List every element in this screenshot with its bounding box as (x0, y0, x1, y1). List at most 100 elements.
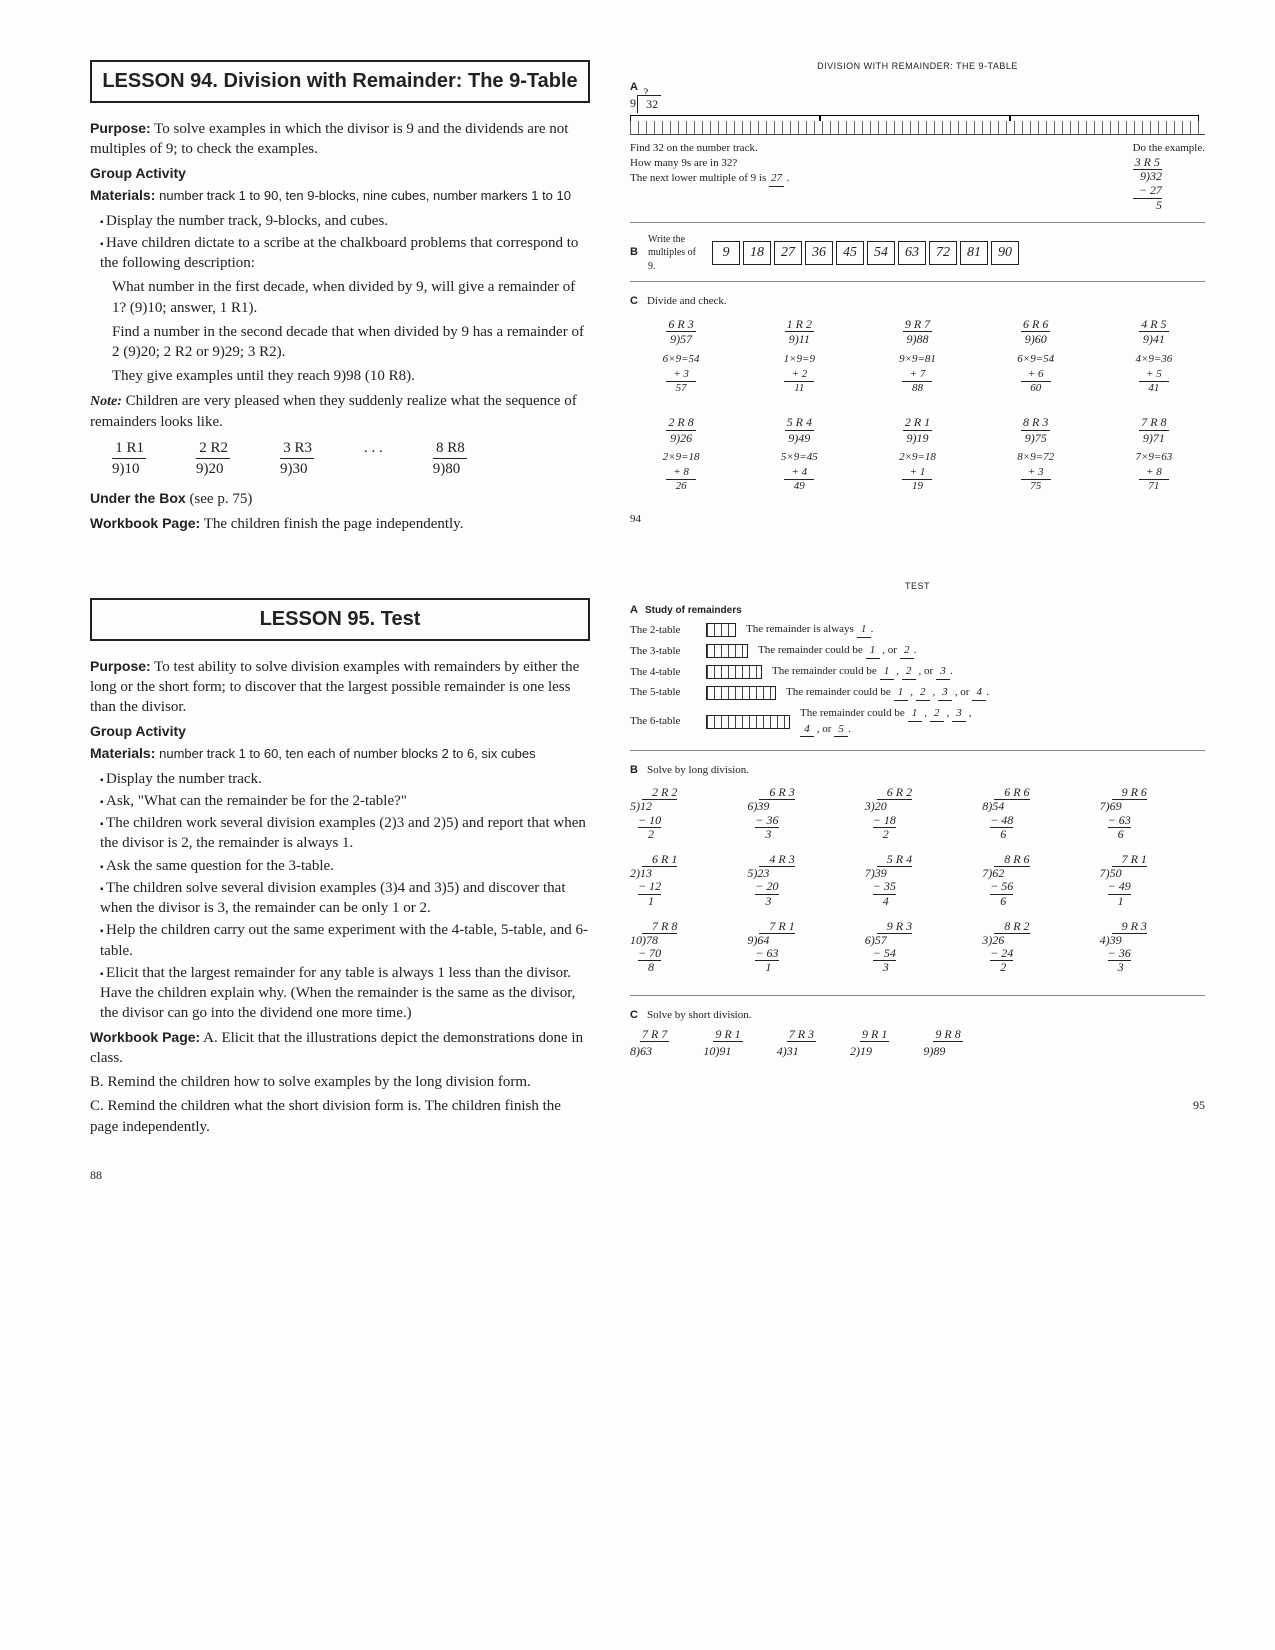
wb95-pagenum: 95 (630, 1097, 1205, 1113)
l95-b5: The children solve several division exam… (100, 878, 590, 919)
study-rows: The 2-tableThe remainder is always 1. The… (630, 622, 1205, 737)
l94-q2: Find a number in the second decade that … (112, 322, 590, 363)
page-num-left: 88 (90, 1167, 590, 1183)
mult-box: 18 (743, 241, 771, 265)
mult-box: 90 (991, 241, 1019, 265)
div-check-cell: 6 R 3 9)57 6×9=54 + 3 57 (630, 317, 732, 395)
wb94-C: C Divide and check. 6 R 3 9)57 6×9=54 + … (630, 292, 1205, 502)
div-check-cell: 1 R 2 9)11 1×9=9 + 2 11 (748, 317, 850, 395)
div-check-cell: 6 R 6 9)60 6×9=54 + 6 60 (985, 317, 1087, 395)
long-div-cell: 6 R 6 8)54 − 48 6 (982, 786, 1087, 841)
div-check-cell: 5 R 4 9)49 5×9=45 + 4 49 (748, 415, 850, 493)
wb94-find: Find 32 on the number track. (630, 141, 790, 156)
lesson94-purpose: Purpose: To solve examples in which the … (90, 119, 590, 160)
wb94-do: Do the example. (1133, 141, 1205, 156)
group-activity-95: Group Activity (90, 722, 590, 741)
wb94-example: 3 R 5 9)32 − 27 5 (1133, 156, 1162, 212)
long-div-cell: 5 R 4 7)39 − 35 4 (865, 853, 970, 908)
l95-b1: Display the number track. (100, 769, 590, 789)
seq-item: 3 R39)30 (280, 438, 314, 480)
mult-box: 63 (898, 241, 926, 265)
wb94-C-label: Divide and check. (647, 295, 727, 307)
l95-b2: Ask, "What can the remainder be for the … (100, 791, 590, 811)
lesson95-bullets: Display the number track. Ask, "What can… (100, 769, 590, 1024)
long-div-cell: 6 R 2 3)20 − 18 2 (865, 786, 970, 841)
left-column: LESSON 94. Division with Remainder: The … (90, 60, 590, 1183)
study-row: The 4-tableThe remainder could be 1 , 2 … (630, 664, 1205, 680)
l95-b7: Elicit that the largest remainder for an… (100, 963, 590, 1024)
mult-box: 9 (712, 241, 740, 265)
wb94-A-prob: 9?32 (630, 95, 661, 113)
multiple-boxes: 9182736455463728190 (712, 241, 1019, 265)
wb94-C-grid2: 2 R 8 9)26 2×9=18 + 8 26 5 R 4 9)49 5×9=… (630, 415, 1205, 493)
number-track (630, 121, 1205, 135)
wb94-B: B Write the multiples of 9. 918273645546… (630, 233, 1205, 283)
short-div-cell: 7 R 78)63 (630, 1026, 669, 1058)
l95-b4: Ask the same question for the 3-table. (100, 856, 590, 876)
long-div-cell: 9 R 3 4)39 − 36 3 (1100, 920, 1205, 975)
long-div-cell: 6 R 1 2)13 − 12 1 (630, 853, 735, 908)
mult-box: 81 (960, 241, 988, 265)
l95-wbC: C. Remind the children what the short di… (90, 1096, 590, 1137)
wb94-header: DIVISION WITH REMAINDER: THE 9-TABLE (630, 60, 1205, 72)
lesson94-title-box: LESSON 94. Division with Remainder: The … (90, 60, 590, 103)
seq-item: 2 R29)20 (196, 438, 230, 480)
l94-note: Note: Children are very pleased when the… (90, 391, 590, 432)
study-row: The 2-tableThe remainder is always 1. (630, 622, 1205, 638)
under-box: Under the Box (see p. 75) (90, 489, 590, 509)
lesson95-title: LESSON 95. Test (102, 606, 578, 633)
seq-item: 1 R19)10 (112, 438, 146, 480)
short-div-cell: 9 R 12)19 (850, 1026, 889, 1058)
l94-wb: Workbook Page: The children finish the p… (90, 514, 590, 534)
div-check-cell: 7 R 8 9)71 7×9=63 + 8 71 (1103, 415, 1205, 493)
long-div-cell: 9 R 6 7)69 − 63 6 (1100, 786, 1205, 841)
mult-box: 54 (867, 241, 895, 265)
seq-item: 8 R89)80 (433, 438, 467, 480)
wb94-B-label: Write the multiples of 9. (648, 233, 702, 274)
long-div-cell: 7 R 8 10)78 − 70 8 (630, 920, 735, 975)
group-activity-label: Group Activity (90, 164, 590, 183)
l94-b2: Have children dictate to a scribe at the… (100, 233, 590, 274)
l95-wbA: Workbook Page: A. Elicit that the illust… (90, 1028, 590, 1069)
div-check-cell: 4 R 5 9)41 4×9=36 + 5 41 (1103, 317, 1205, 395)
lesson95-materials: Materials: number track 1 to 60, ten eac… (90, 744, 590, 764)
wb95-A: A Study of remainders The 2-tableThe rem… (630, 601, 1205, 752)
wb95: TEST A Study of remainders The 2-tableTh… (630, 580, 1205, 1113)
mult-box: 27 (774, 241, 802, 265)
lesson94-bullets: Display the number track, 9-blocks, and … (100, 211, 590, 274)
l94-b1: Display the number track, 9-blocks, and … (100, 211, 590, 231)
lesson94-materials: Materials: number track 1 to 90, ten 9-b… (90, 186, 590, 206)
l95-b6: Help the children carry out the same exp… (100, 920, 590, 961)
wb94-A: A 9?32 Find 32 on the number track. How … (630, 80, 1205, 222)
long-div-cell: 7 R 1 9)64 − 63 1 (747, 920, 852, 975)
l94-q1: What number in the first decade, when di… (112, 277, 590, 318)
wb94: DIVISION WITH REMAINDER: THE 9-TABLE A 9… (630, 60, 1205, 526)
wb94-how: How many 9s are in 32? (630, 156, 790, 171)
wb95-C: C Solve by short division. 7 R 78)639 R … (630, 1006, 1205, 1067)
div-check-cell: 2 R 1 9)19 2×9=18 + 1 19 (866, 415, 968, 493)
short-div-cell: 7 R 34)31 (777, 1026, 816, 1058)
long-div-cell: 8 R 6 7)62 − 56 6 (982, 853, 1087, 908)
lesson95-purpose: Purpose: To test ability to solve divisi… (90, 657, 590, 718)
lesson95-title-box: LESSON 95. Test (90, 598, 590, 641)
short-division-row: 7 R 78)639 R 110)917 R 34)319 R 12)199 R… (630, 1026, 1205, 1058)
long-div-cell: 7 R 1 7)50 − 49 1 (1100, 853, 1205, 908)
wb95-header: TEST (630, 580, 1205, 592)
div-check-cell: 8 R 3 9)75 8×9=72 + 3 75 (985, 415, 1087, 493)
div-check-cell: 2 R 8 9)26 2×9=18 + 8 26 (630, 415, 732, 493)
long-div-cell: 6 R 3 6)39 − 36 3 (747, 786, 852, 841)
study-row: The 5-tableThe remainder could be 1 , 2 … (630, 685, 1205, 701)
short-div-cell: 9 R 89)89 (923, 1026, 962, 1058)
long-div-cell: 8 R 2 3)26 − 24 2 (982, 920, 1087, 975)
long-div-cell: 2 R 2 5)12 − 10 2 (630, 786, 735, 841)
mult-box: 45 (836, 241, 864, 265)
wb94-next: The next lower multiple of 9 is 27 . (630, 171, 790, 187)
long-division-grid: 2 R 2 5)12 − 10 2 6 R 3 6)39 − 36 3 6 R … (630, 786, 1205, 974)
lesson94-title: LESSON 94. Division with Remainder: The … (102, 68, 578, 95)
lesson94-sequence: 1 R19)102 R29)203 R39)30. . .8 R89)80 (112, 438, 590, 480)
mult-box: 36 (805, 241, 833, 265)
wb94-C-grid1: 6 R 3 9)57 6×9=54 + 3 57 1 R 2 9)11 1×9=… (630, 317, 1205, 395)
study-row: The 3-tableThe remainder could be 1 , or… (630, 643, 1205, 659)
mult-box: 72 (929, 241, 957, 265)
long-div-cell: 4 R 3 5)23 − 20 3 (747, 853, 852, 908)
